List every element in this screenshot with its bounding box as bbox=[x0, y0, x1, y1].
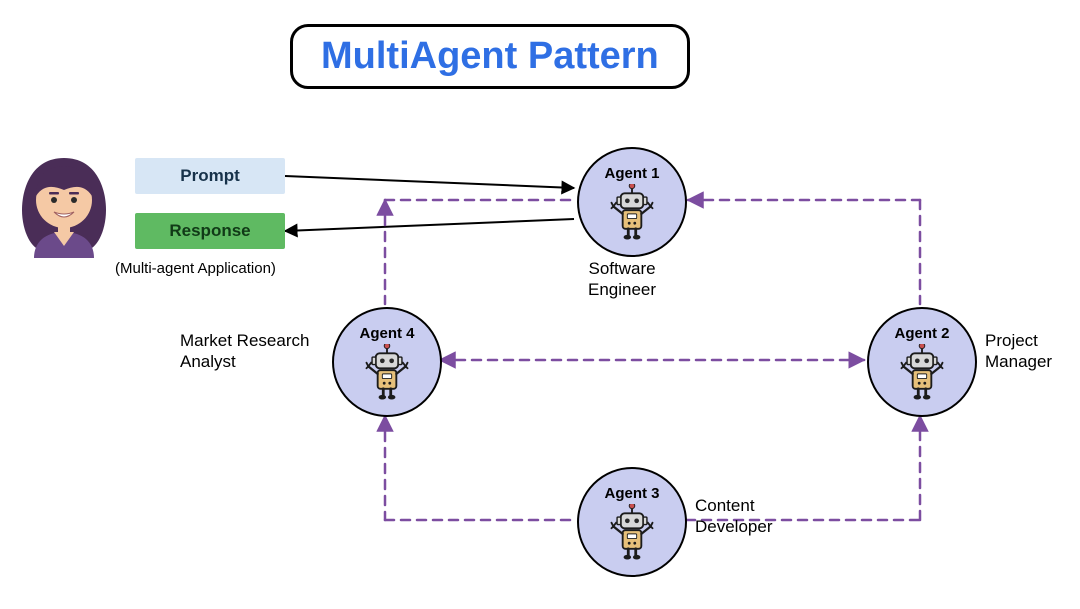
response-pill: Response bbox=[135, 213, 285, 249]
agent-role-a3: ContentDeveloper bbox=[695, 495, 773, 538]
robot-icon bbox=[604, 504, 660, 560]
user-avatar bbox=[22, 158, 106, 258]
agent-label: Agent 1 bbox=[604, 165, 659, 182]
agent-node-a1: Agent 1 bbox=[577, 147, 687, 257]
robot-icon bbox=[901, 344, 942, 400]
prompt-pill: Prompt bbox=[135, 158, 285, 194]
agent-node-a2: Agent 2 bbox=[867, 307, 977, 417]
agent-label: Agent 4 bbox=[359, 325, 414, 342]
robot-icon bbox=[894, 344, 950, 400]
diagram-title: MultiAgent Pattern bbox=[290, 24, 690, 89]
robot-icon bbox=[611, 184, 652, 240]
agent-role-a4: Market ResearchAnalyst bbox=[180, 330, 309, 373]
user-caption: (Multi-agent Application) bbox=[115, 260, 276, 277]
robot-icon bbox=[359, 344, 415, 400]
agent-node-a4: Agent 4 bbox=[332, 307, 442, 417]
robot-icon bbox=[611, 504, 652, 560]
agent-label: Agent 2 bbox=[894, 325, 949, 342]
agent-role-a1: SoftwareEngineer bbox=[588, 258, 656, 301]
solid-arrow-1 bbox=[285, 219, 574, 231]
robot-icon bbox=[366, 344, 407, 400]
agent-label: Agent 3 bbox=[604, 485, 659, 502]
robot-icon bbox=[604, 184, 660, 240]
solid-arrow-0 bbox=[285, 176, 574, 188]
agent-role-a2: ProjectManager bbox=[985, 330, 1052, 373]
agent-node-a3: Agent 3 bbox=[577, 467, 687, 577]
